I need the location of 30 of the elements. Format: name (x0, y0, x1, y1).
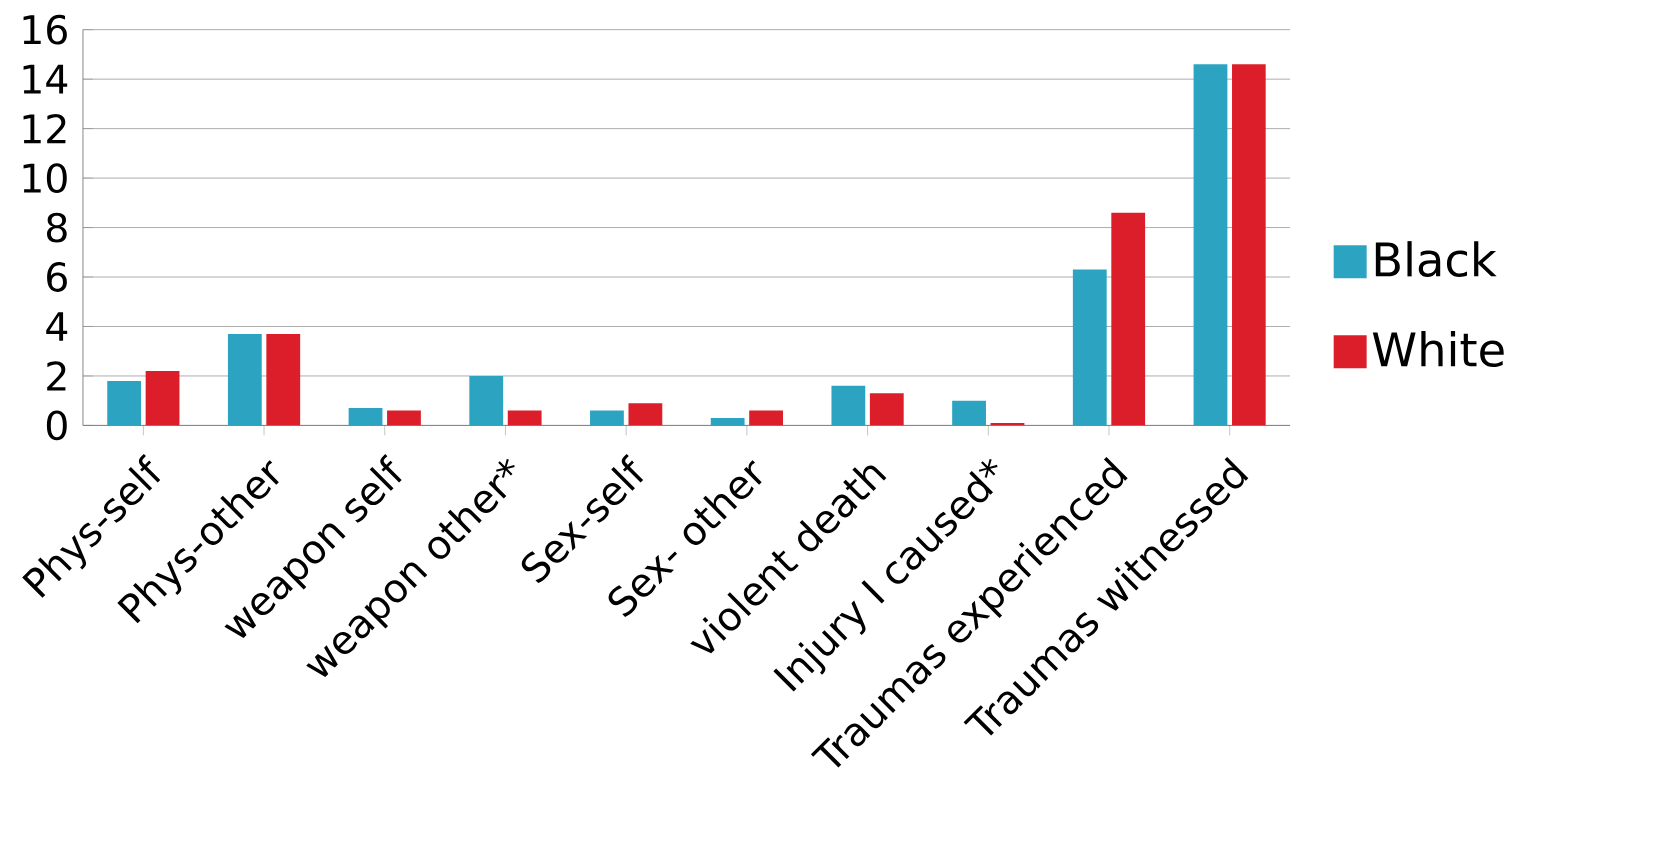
bar (107, 381, 142, 426)
bar (869, 393, 904, 426)
y-tick-label: 10 (23, 163, 67, 194)
bar (1072, 269, 1107, 426)
bar (831, 386, 866, 426)
bar (952, 400, 986, 426)
y-tick-label: 14 (23, 65, 68, 94)
bar (1232, 64, 1266, 426)
bar (348, 408, 383, 426)
bar (710, 418, 745, 426)
y-tick-label: 8 (47, 212, 67, 243)
y-tick-label: 12 (23, 114, 66, 144)
bar (227, 334, 262, 426)
bar (507, 410, 542, 426)
legend-label: White (1372, 331, 1504, 368)
y-tick-label: 0 (46, 410, 67, 441)
bar (145, 371, 180, 426)
y-tick-label: 2 (47, 361, 66, 391)
bar (1193, 64, 1228, 426)
legend-label: Black (1375, 241, 1497, 278)
y-tick-label: 16 (23, 14, 67, 45)
bar (387, 410, 421, 426)
bar (749, 410, 783, 426)
bar (1111, 212, 1146, 426)
y-tick-label: 6 (47, 262, 67, 293)
bar (469, 376, 504, 426)
bar (590, 410, 624, 426)
bar (266, 334, 301, 426)
y-tick-label: 4 (46, 312, 68, 342)
bar (628, 403, 663, 426)
